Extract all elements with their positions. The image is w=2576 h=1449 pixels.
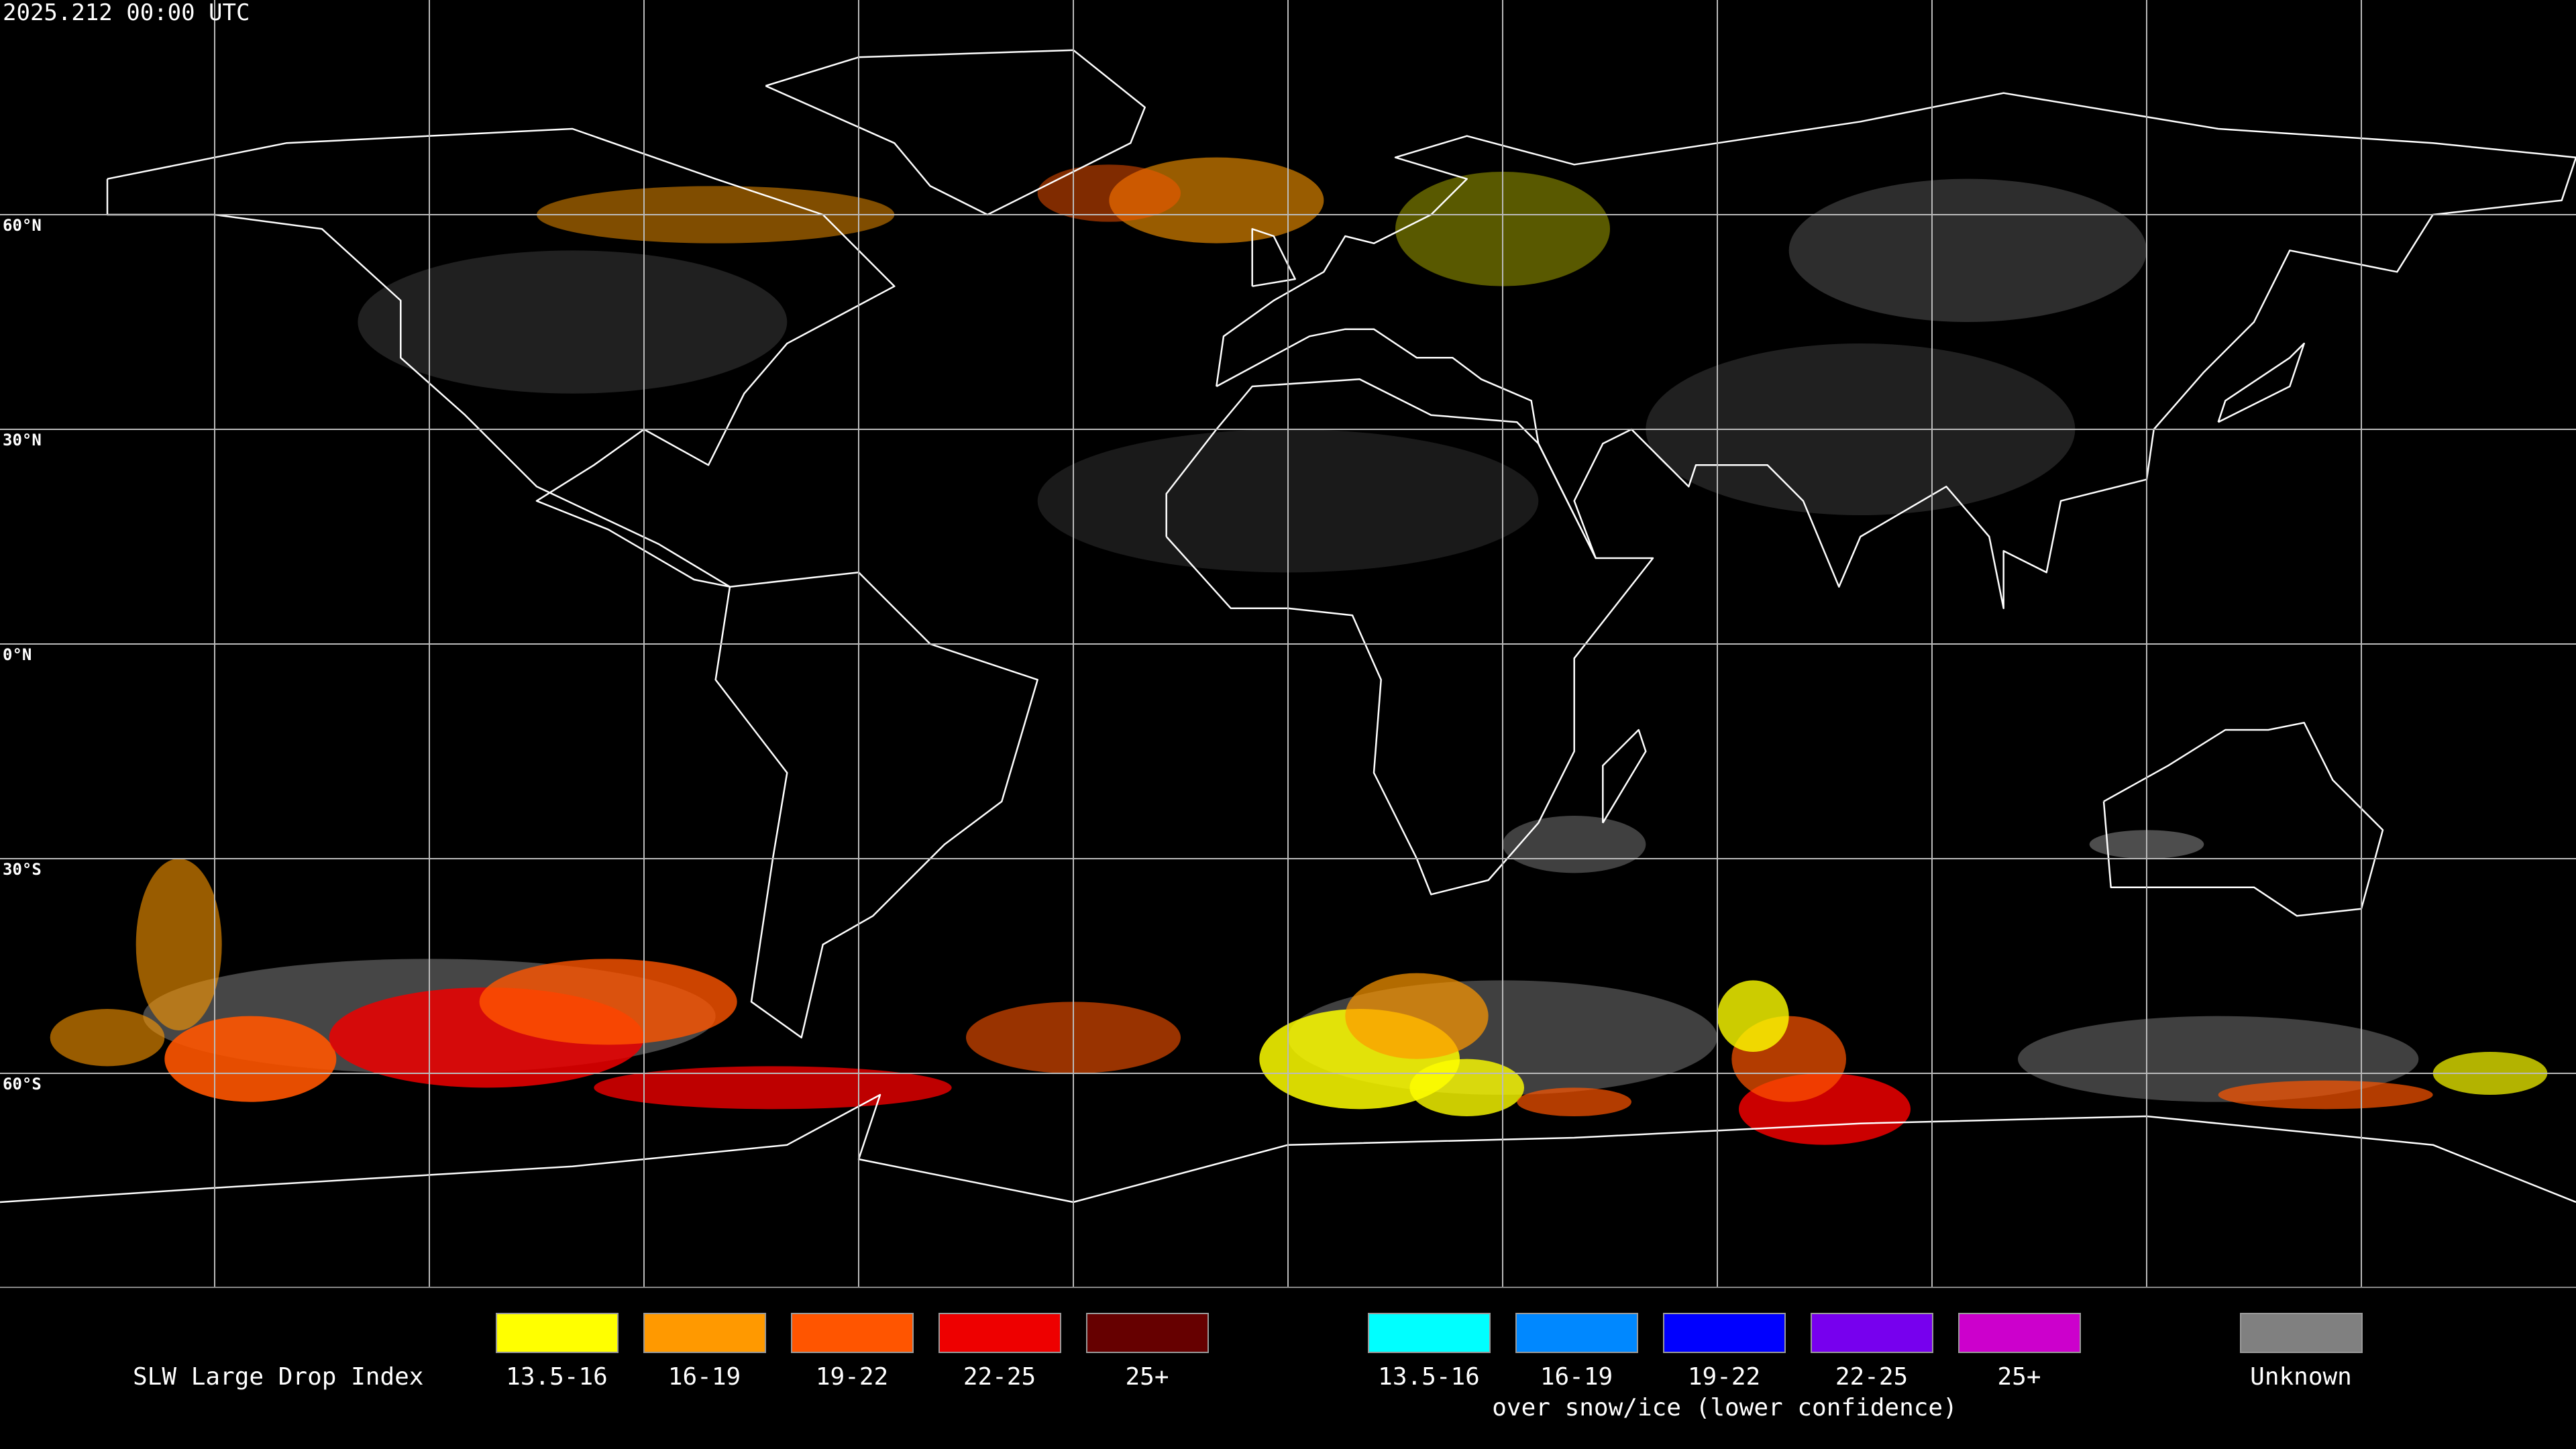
legend-swatch — [496, 1313, 619, 1353]
coastline — [1602, 729, 1647, 824]
legend-swatch — [1515, 1313, 1638, 1353]
legend-swatch — [643, 1313, 766, 1353]
weather-blob — [2018, 1016, 2419, 1102]
legend-swatch — [938, 1313, 1061, 1353]
weather-blob — [1717, 980, 1789, 1052]
legend-swatch — [1811, 1313, 1933, 1353]
weather-blob — [1503, 816, 1646, 873]
weather-blob — [1345, 973, 1489, 1059]
legend-label: Unknown — [2250, 1363, 2352, 1391]
weather-blob — [136, 859, 222, 1030]
latitude-label: 60°S — [3, 1075, 42, 1093]
latitude-label: 30°S — [3, 860, 42, 879]
weather-imagery — [50, 157, 2548, 1145]
coastline — [765, 49, 1146, 216]
weather-blob — [1037, 164, 1181, 222]
weather-blob — [479, 959, 737, 1045]
legend-swatch — [791, 1313, 914, 1353]
latitude-label: 0°N — [3, 645, 32, 664]
timestamp: 2025.212 00:00 UTC — [3, 0, 250, 26]
coastline — [714, 572, 1038, 1038]
legend-swatch — [1663, 1313, 1786, 1353]
coastline — [1216, 92, 2576, 609]
legend-swatch — [1086, 1313, 1209, 1353]
coastline — [1251, 228, 1296, 287]
legend-label: 19-22 — [1688, 1363, 1760, 1391]
weather-blob — [1788, 178, 2147, 322]
legend-label: 16-19 — [1540, 1363, 1613, 1391]
legend-title: SLW Large Drop Index — [133, 1363, 423, 1391]
latitude-label: 30°N — [3, 431, 42, 449]
legend-label: 22-25 — [963, 1363, 1036, 1391]
weather-blob — [2218, 1080, 2433, 1110]
legend-label: 13.5-16 — [1378, 1363, 1480, 1391]
legend-caption: over snow/ice (lower confidence) — [1492, 1394, 1957, 1421]
legend-label: 22-25 — [1835, 1363, 1908, 1391]
coastline — [1165, 378, 1654, 896]
coastline — [2102, 722, 2384, 917]
legend-label: 25+ — [1997, 1363, 2041, 1391]
coastline — [2217, 342, 2305, 423]
legend-label: 25+ — [1125, 1363, 1169, 1391]
weather-blob — [164, 1016, 337, 1102]
weather-blob — [1517, 1087, 1632, 1116]
legend-label: 16-19 — [668, 1363, 741, 1391]
legend: 13.5-16 16-19 19-22 22-25 25+ 13.5-16 16-19 19-… — [496, 1313, 2363, 1391]
legend-swatch — [1368, 1313, 1491, 1353]
weather-blob — [594, 1066, 952, 1110]
weather-blob — [358, 250, 788, 394]
legend-swatch — [1958, 1313, 2081, 1353]
weather-blob — [1409, 1059, 1525, 1117]
legend-label: 13.5-16 — [506, 1363, 608, 1391]
coastline — [106, 127, 896, 588]
graticule: 60°N 30°N 0°N 30°S 60°S — [0, 0, 2576, 1287]
legend-label: 19-22 — [816, 1363, 888, 1391]
legend-swatch — [2240, 1313, 2363, 1353]
latitude-label: 60°N — [3, 216, 42, 235]
weather-blob — [50, 1009, 165, 1067]
